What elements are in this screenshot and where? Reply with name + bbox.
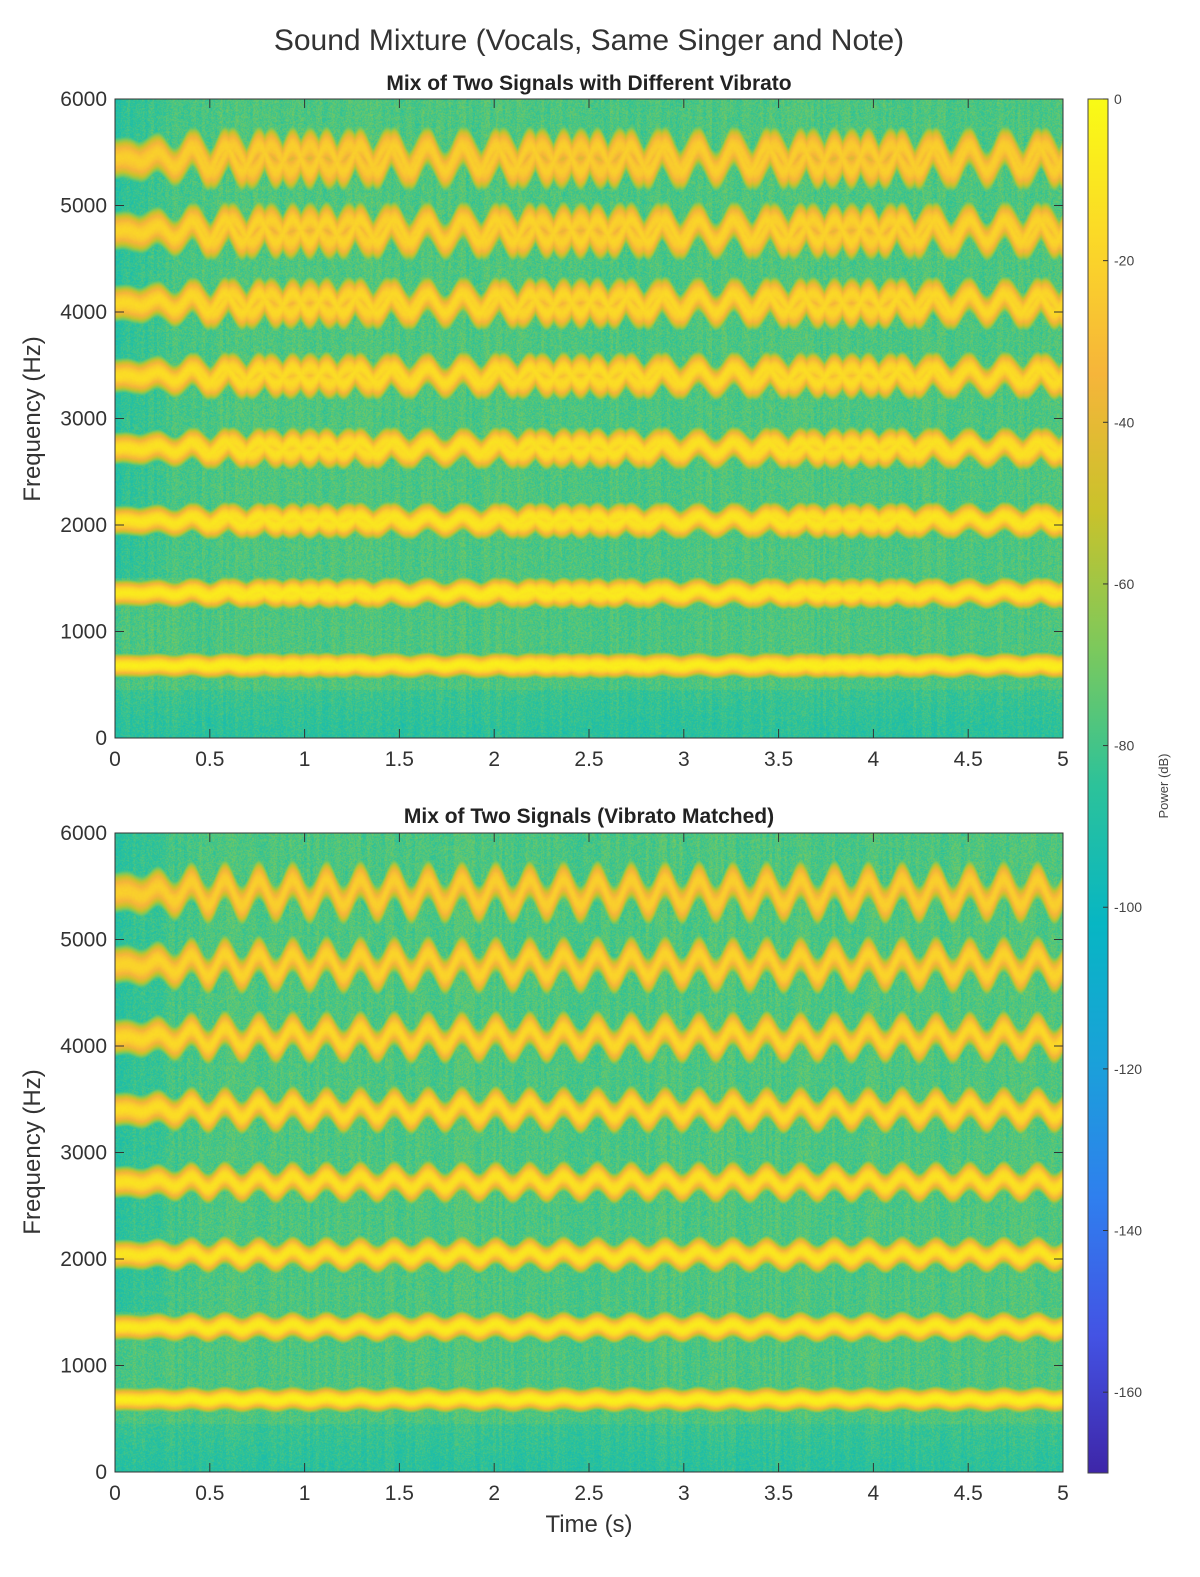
spectrogram-plot-1 [115, 99, 1063, 738]
panel-2-xtick-label: 3.5 [764, 1482, 793, 1505]
panel-1-xtick-labels: 0 0.5 1 1.5 2 2.5 3 3.5 4 4.5 5 [109, 748, 1069, 771]
panel-2-xtick-label: 1.5 [385, 1482, 414, 1505]
panel-2-ytick-label: 4000 [60, 1035, 107, 1058]
panel-2-ytick-label: 0 [95, 1461, 107, 1484]
panel-2-xtick-label: 3 [678, 1482, 690, 1505]
panel-2-xtick-label: 4 [868, 1482, 880, 1505]
colorbar: 0 -20 -40 -60 -80 -100 -120 -140 -160 Power (dB) [1087, 91, 1171, 1474]
spectrogram-plot-2 [115, 833, 1063, 1472]
panel-2-xtick-label: 0 [109, 1482, 121, 1505]
panel-1-ylabel: Frequency (Hz) [19, 336, 46, 501]
panel-2-ylabel: Frequency (Hz) [19, 1069, 46, 1234]
panel-2-xtick-labels: 0 0.5 1 1.5 2 2.5 3 3.5 4 4.5 5 [109, 1482, 1069, 1505]
panel-1-xtick-label: 1 [299, 748, 311, 771]
panel-1-xtick-label: 4 [868, 748, 880, 771]
panel-1-xtick-label: 5 [1057, 748, 1069, 771]
panel-2-ytick-label: 5000 [60, 929, 107, 952]
colorbar-tick-label: 0 [1114, 91, 1122, 107]
panel-2-ytick-label: 2000 [60, 1248, 107, 1271]
colorbar-tick-label: -20 [1114, 253, 1134, 269]
colorbar-tick-label: -80 [1114, 738, 1134, 754]
panel-2-ytick-label: 1000 [60, 1355, 107, 1378]
colorbar-tick-label: -120 [1114, 1061, 1142, 1077]
panel-1-xtick-label: 2 [488, 748, 500, 771]
panel-2-xtick-label: 1 [299, 1482, 311, 1505]
panel-1-xtick-label: 4.5 [954, 748, 983, 771]
panel-1-title: Mix of Two Signals with Different Vibrat… [386, 72, 791, 95]
panel-1-xtick-label: 0.5 [195, 748, 224, 771]
panel-1-xtick-label: 3.5 [764, 748, 793, 771]
panel-2-xtick-label: 5 [1057, 1482, 1069, 1505]
panel-2-xlabel: Time (s) [545, 1511, 632, 1538]
panel-vibrato-matched: Mix of Two Signals (Vibrato Matched) Fre… [19, 805, 1069, 1538]
panel-2-xtick-label: 2 [488, 1482, 500, 1505]
panel-1-xtick-label: 3 [678, 748, 690, 771]
figure-suptitle: Sound Mixture (Vocals, Same Singer and N… [273, 24, 905, 57]
colorbar-tick-label: -140 [1114, 1223, 1142, 1239]
panel-1-ytick-label: 6000 [60, 88, 107, 111]
colorbar-tick-label: -100 [1114, 899, 1142, 915]
panel-2-xtick-label: 0.5 [195, 1482, 224, 1505]
panel-1-xtick-label: 0 [109, 748, 121, 771]
panel-1-xtick-label: 2.5 [574, 748, 603, 771]
colorbar-tick-label: -60 [1114, 576, 1134, 592]
panel-2-title: Mix of Two Signals (Vibrato Matched) [404, 805, 774, 828]
panel-2-ytick-label: 3000 [60, 1142, 107, 1165]
panel-1-ytick-label: 3000 [60, 408, 107, 431]
panel-1-ytick-label: 2000 [60, 514, 107, 537]
colorbar-tick-label: -40 [1114, 414, 1134, 430]
colorbar-ticks: 0 -20 -40 -60 -80 -100 -120 -140 -160 [1103, 91, 1142, 1400]
panel-1-ytick-label: 0 [95, 727, 107, 750]
panel-1-xtick-label: 1.5 [385, 748, 414, 771]
panel-1-ytick-label: 5000 [60, 195, 107, 218]
panel-2-xtick-label: 2.5 [574, 1482, 603, 1505]
colorbar-gradient [1087, 98, 1109, 1474]
panel-1-ytick-labels: 0 1000 2000 3000 4000 5000 6000 [60, 88, 107, 750]
panel-2-ytick-label: 6000 [60, 822, 107, 845]
colorbar-label: Power (dB) [1156, 753, 1171, 818]
panel-different-vibrato: Mix of Two Signals with Different Vibrat… [19, 72, 1069, 771]
panel-2-ytick-labels: 0 1000 2000 3000 4000 5000 6000 [60, 822, 107, 1484]
panel-1-ytick-label: 1000 [60, 621, 107, 644]
panel-2-xtick-label: 4.5 [954, 1482, 983, 1505]
panel-1-ytick-label: 4000 [60, 301, 107, 324]
colorbar-tick-label: -160 [1114, 1384, 1142, 1400]
